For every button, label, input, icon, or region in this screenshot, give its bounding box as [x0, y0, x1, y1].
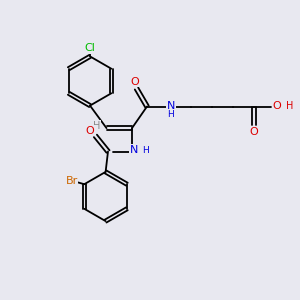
Text: O: O [130, 77, 140, 87]
Text: O: O [250, 127, 259, 137]
Text: N: N [130, 145, 138, 155]
Text: H: H [168, 110, 174, 119]
Text: O: O [85, 125, 94, 136]
Text: O: O [273, 101, 282, 111]
Text: H: H [142, 146, 149, 154]
Text: N: N [167, 101, 175, 111]
Text: Cl: Cl [85, 43, 95, 53]
Text: H: H [93, 121, 100, 131]
Text: Br: Br [66, 176, 78, 186]
Text: H: H [286, 101, 294, 111]
